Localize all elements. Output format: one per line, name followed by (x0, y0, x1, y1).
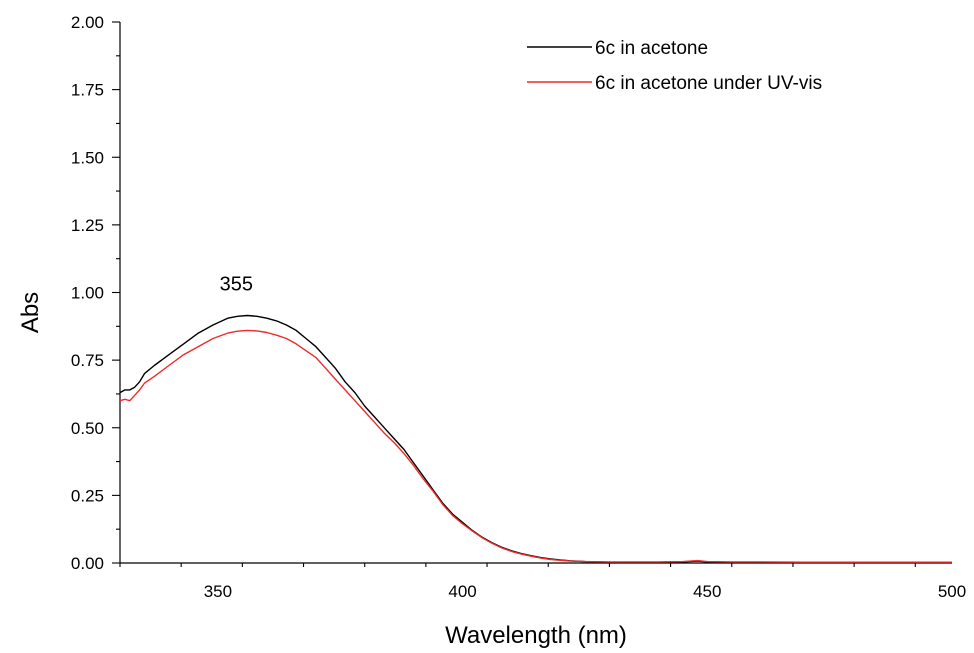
y-axis-title: Abs (17, 292, 44, 333)
series-lines (119, 314, 952, 564)
legend: 6c in acetone 6c in acetone under UV-vis (527, 38, 822, 94)
x-tick-label: 400 (448, 582, 476, 601)
x-tick-label: 350 (204, 582, 232, 601)
x-axis-title: Wavelength (nm) (445, 622, 627, 649)
series-line-6c-under-uv-vis (119, 329, 952, 563)
y-axis-ticks: 0.00 0.25 0.50 0.75 1.00 1.25 1.50 1.75 2.00 (71, 13, 120, 573)
y-tick-label: 0.75 (71, 351, 104, 370)
y-tick-label: 0.25 (71, 486, 104, 505)
legend-label-6c-under-uv-vis: 6c in acetone under UV-vis (595, 73, 822, 94)
series-line-6c-in-acetone (119, 314, 952, 564)
x-tick-label: 500 (938, 582, 966, 601)
y-tick-label: 0.50 (71, 419, 104, 438)
peak-annotation: 355 (220, 274, 253, 296)
y-tick-label: 1.00 (71, 284, 104, 303)
y-tick-label: 1.75 (71, 81, 104, 100)
legend-label-6c-in-acetone: 6c in acetone (595, 38, 708, 59)
y-tick-label: 2.00 (71, 13, 104, 32)
plot-area: 350 400 450 500 0.00 0.25 0.50 0.75 1.00 1.25 1.5… (71, 13, 966, 601)
y-tick-label: 1.50 (71, 148, 104, 167)
x-axis-ticks: 350 400 450 500 (119, 563, 966, 601)
x-tick-label: 450 (693, 582, 721, 601)
y-tick-label: 1.25 (71, 216, 104, 235)
y-tick-label: 0.00 (71, 554, 104, 573)
